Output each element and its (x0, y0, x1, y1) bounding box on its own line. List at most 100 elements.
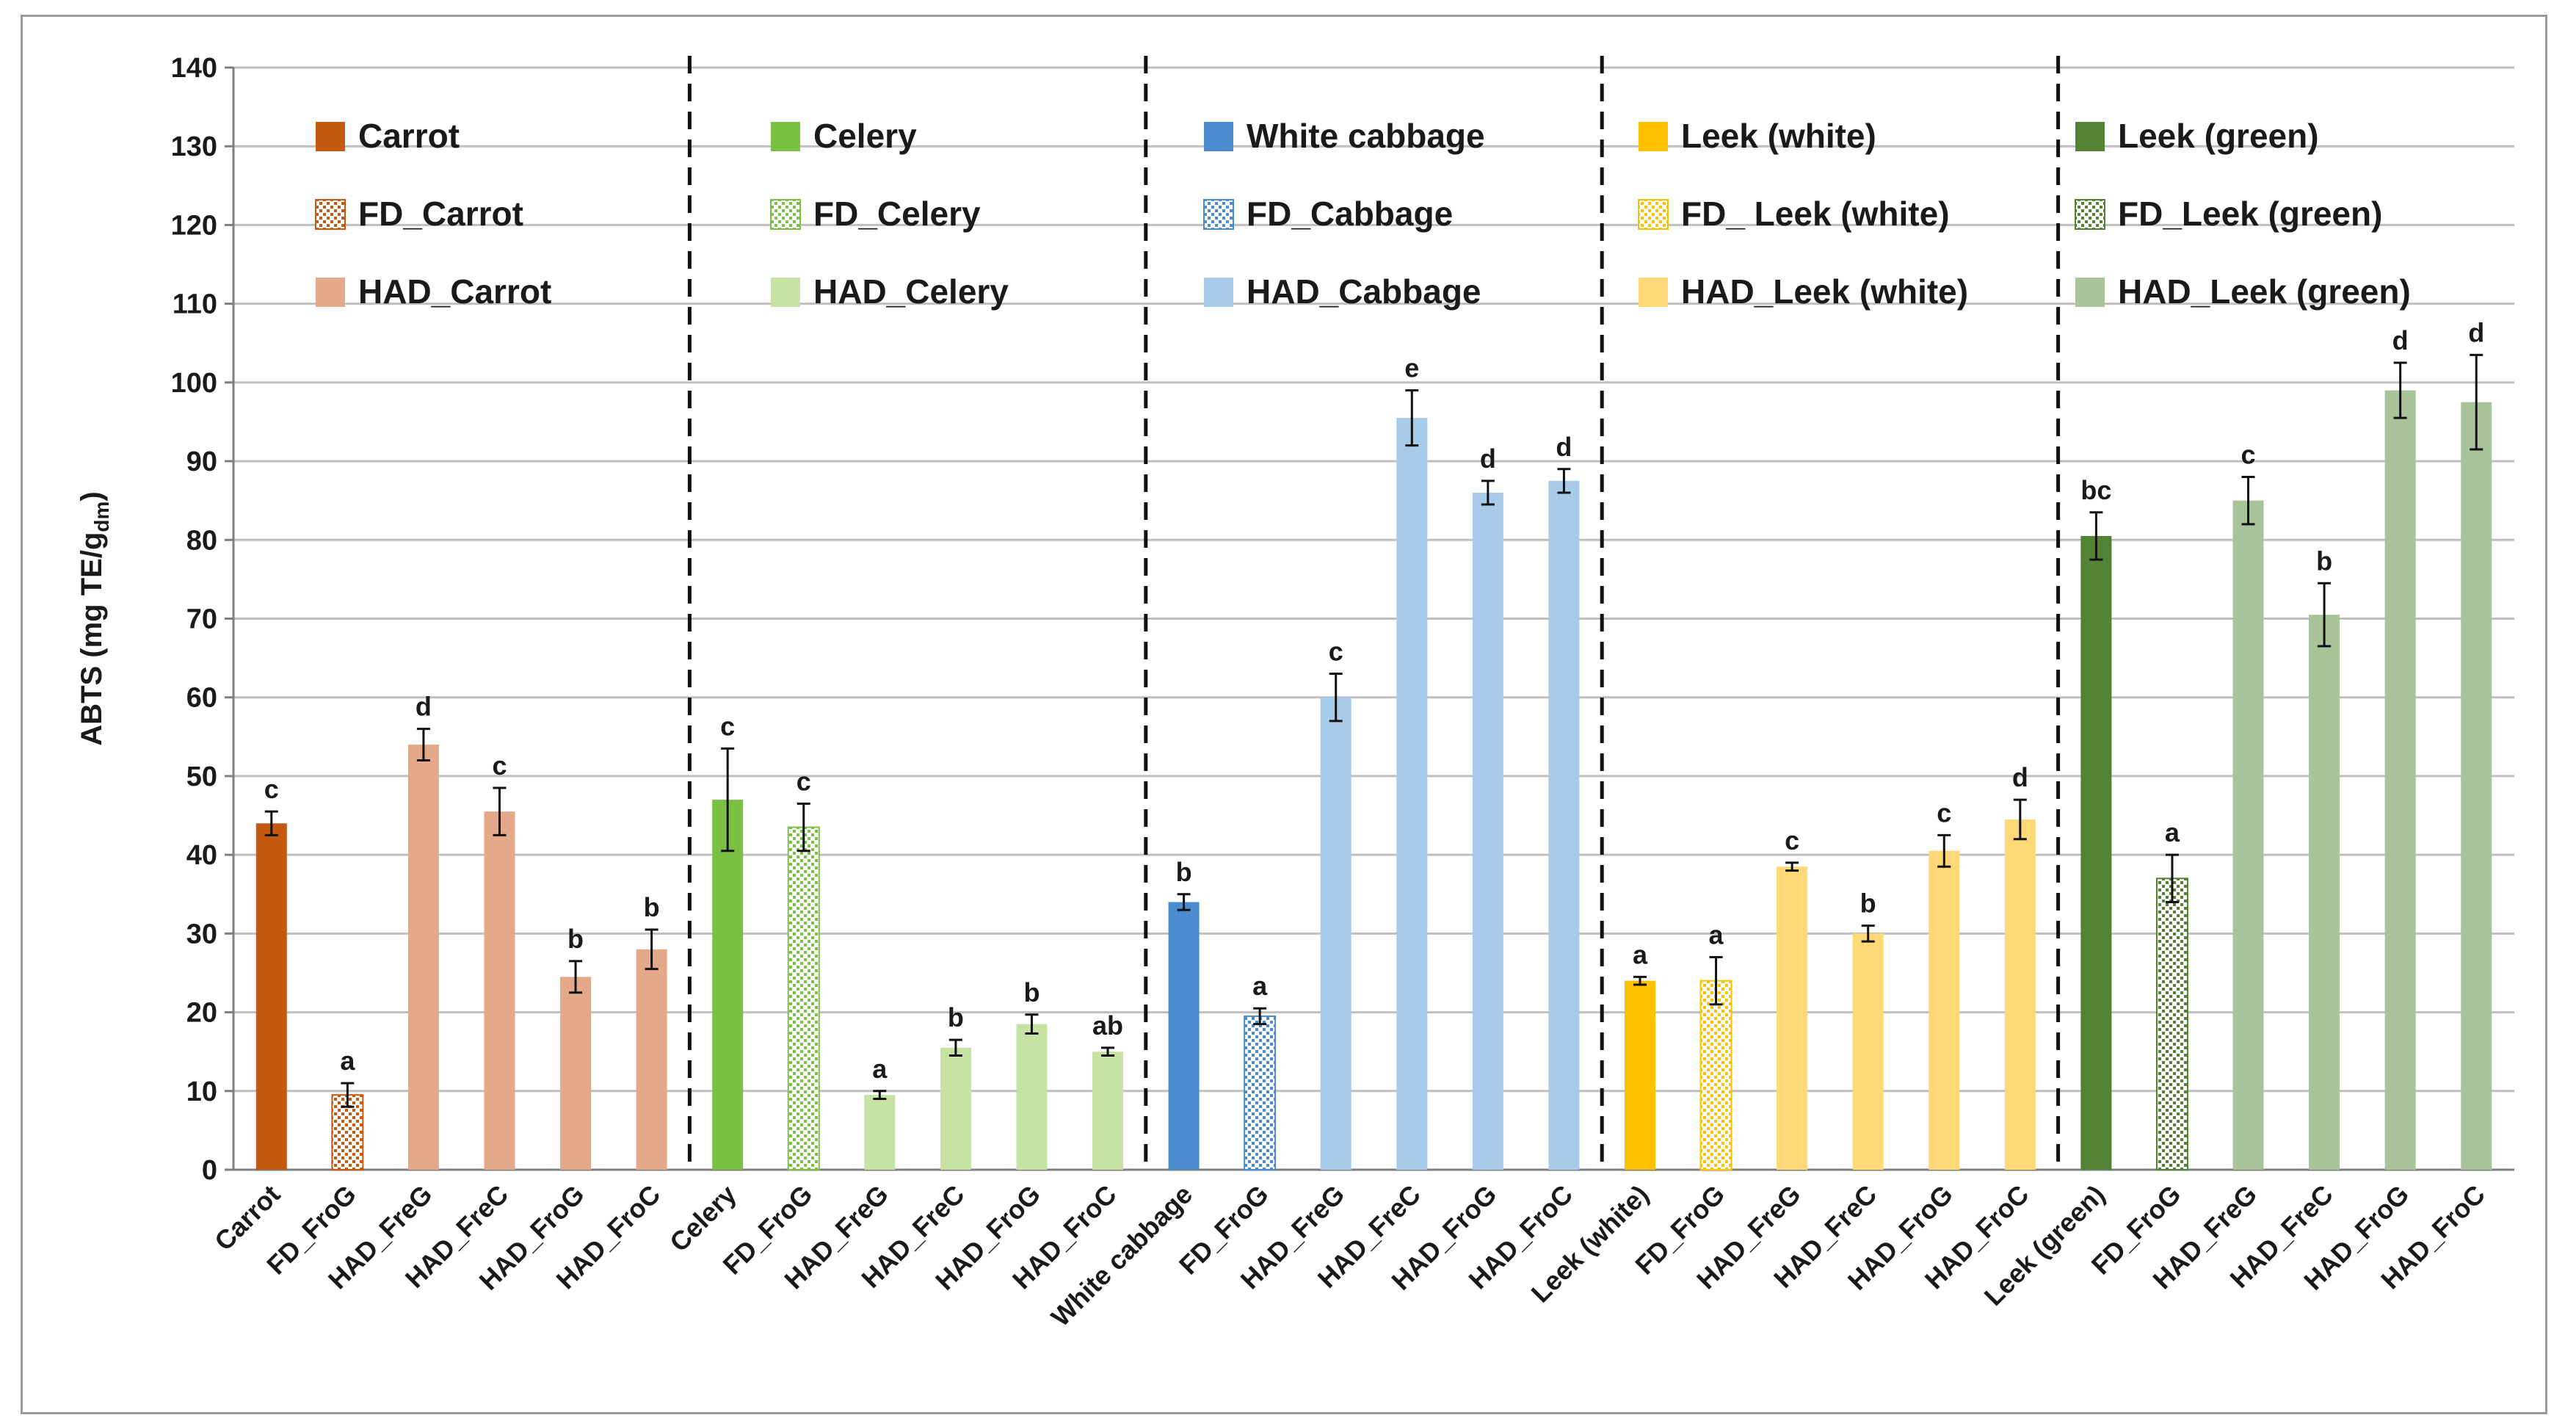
legend-swatch (1204, 278, 1233, 307)
legend-item: White cabbage (1204, 117, 1485, 155)
bar (1320, 697, 1352, 1170)
significance-letter: d (2012, 762, 2028, 792)
bar (1777, 866, 1808, 1170)
significance-letter: a (1252, 971, 1268, 1001)
legend-swatch (2075, 278, 2105, 307)
bar (1929, 850, 1960, 1170)
legend-swatch (1204, 122, 1233, 151)
significance-letter: a (1633, 939, 1648, 969)
legend-item: HAD_Leek (green) (2075, 272, 2411, 311)
bar (560, 977, 592, 1170)
bar (2004, 819, 2036, 1170)
error-bar (1937, 833, 1951, 868)
error-bar (493, 786, 507, 836)
y-tick-label: 50 (186, 761, 217, 792)
legend-item: FD_Leek (green) (2075, 195, 2382, 233)
y-tick-label: 20 (186, 998, 217, 1029)
significance-letter: a (340, 1046, 355, 1076)
bar (712, 800, 744, 1170)
error-bar (1405, 389, 1419, 447)
bar (1168, 902, 1200, 1170)
legend-item: HAD_Carrot (316, 272, 551, 311)
legend-swatch (2075, 122, 2105, 151)
error-bar (645, 928, 658, 971)
legend-swatch (2075, 199, 2105, 230)
x-tick-label: White cabbage (1045, 1179, 1199, 1333)
bar (864, 1095, 896, 1170)
legend-label: White cabbage (1247, 117, 1485, 155)
error-bar (797, 802, 810, 853)
legend-item: Celery (771, 117, 917, 155)
y-axis-title: ABTS (mg TE/gdm) (76, 491, 113, 745)
bar (1548, 480, 1580, 1170)
bars (255, 353, 2492, 1171)
legend-item: Carrot (316, 117, 460, 155)
legend-label: HAD_Leek (white) (1681, 272, 1968, 311)
bar (787, 826, 820, 1170)
significance-letter: d (2392, 325, 2409, 355)
significance-letter: b (1023, 977, 1040, 1007)
significance-letter: d (1556, 432, 1572, 462)
significance-letter: c (1785, 825, 1799, 855)
bar (940, 1047, 971, 1170)
y-tick-label: 90 (186, 446, 217, 477)
bar (2155, 877, 2188, 1170)
significance-letter: c (264, 774, 279, 804)
significance-letter: b (567, 924, 584, 954)
legend-item: Leek (green) (2075, 117, 2319, 155)
error-bar (1785, 861, 1799, 872)
significance-letter: b (1860, 888, 1876, 919)
bar (2080, 535, 2112, 1170)
significance-letter: b (948, 1002, 964, 1032)
bar (1624, 980, 1655, 1170)
error-bar (2165, 853, 2179, 903)
error-bar (1557, 468, 1571, 494)
error-bar (2089, 511, 2103, 561)
y-tick-label: 140 (171, 53, 217, 84)
significance-letter: b (1176, 857, 1192, 887)
chart-frame (21, 15, 2547, 1414)
gridlines (233, 66, 2514, 1093)
bar (2232, 500, 2264, 1170)
legend-label: FD_Cabbage (1247, 195, 1453, 233)
legend-item: FD_Celery (770, 195, 981, 233)
error-bar (2393, 361, 2407, 419)
error-bar (1177, 893, 1191, 911)
y-tick-label: 80 (186, 525, 217, 556)
significance-letter: ab (1092, 1010, 1123, 1040)
bar (1244, 1015, 1277, 1170)
bar (2384, 390, 2416, 1170)
legend-label: FD_Celery (813, 195, 981, 233)
error-bar (2013, 798, 2027, 841)
y-tick-label: 100 (171, 368, 217, 399)
y-tick-label: 120 (171, 210, 217, 241)
error-bar (1253, 1007, 1267, 1026)
error-bar (2241, 476, 2255, 526)
legend-swatch (1639, 278, 1668, 307)
significance-letter: c (2241, 440, 2256, 470)
legend-item: FD_Carrot (315, 195, 523, 233)
significance-letter: a (872, 1054, 888, 1084)
bar (1472, 492, 1503, 1170)
y-tick-label: 0 (202, 1155, 217, 1186)
legend-item: FD_ Leek (white) (1638, 195, 1950, 233)
y-tick-label: 130 (171, 131, 217, 162)
y-tick-label: 40 (186, 840, 217, 871)
legend-swatch (771, 278, 800, 307)
significance-letter: d (1480, 444, 1496, 474)
error-bar (873, 1090, 887, 1101)
legend-item: FD_Cabbage (1203, 195, 1453, 233)
significance-letter: a (1709, 920, 1724, 950)
legend-item: HAD_Leek (white) (1639, 272, 1968, 311)
legend-item: Leek (white) (1639, 117, 1876, 155)
error-bar (416, 728, 430, 761)
significance-letter: c (797, 766, 811, 796)
error-bar (721, 747, 735, 853)
significance-letter: d (2468, 317, 2484, 347)
significance-letter: b (644, 892, 660, 922)
y-tick-label: 10 (186, 1076, 217, 1107)
legend-label: FD_Leek (green) (2118, 195, 2382, 233)
bar (255, 823, 287, 1170)
bar (2461, 402, 2492, 1170)
legend-label: FD_Carrot (358, 195, 523, 233)
